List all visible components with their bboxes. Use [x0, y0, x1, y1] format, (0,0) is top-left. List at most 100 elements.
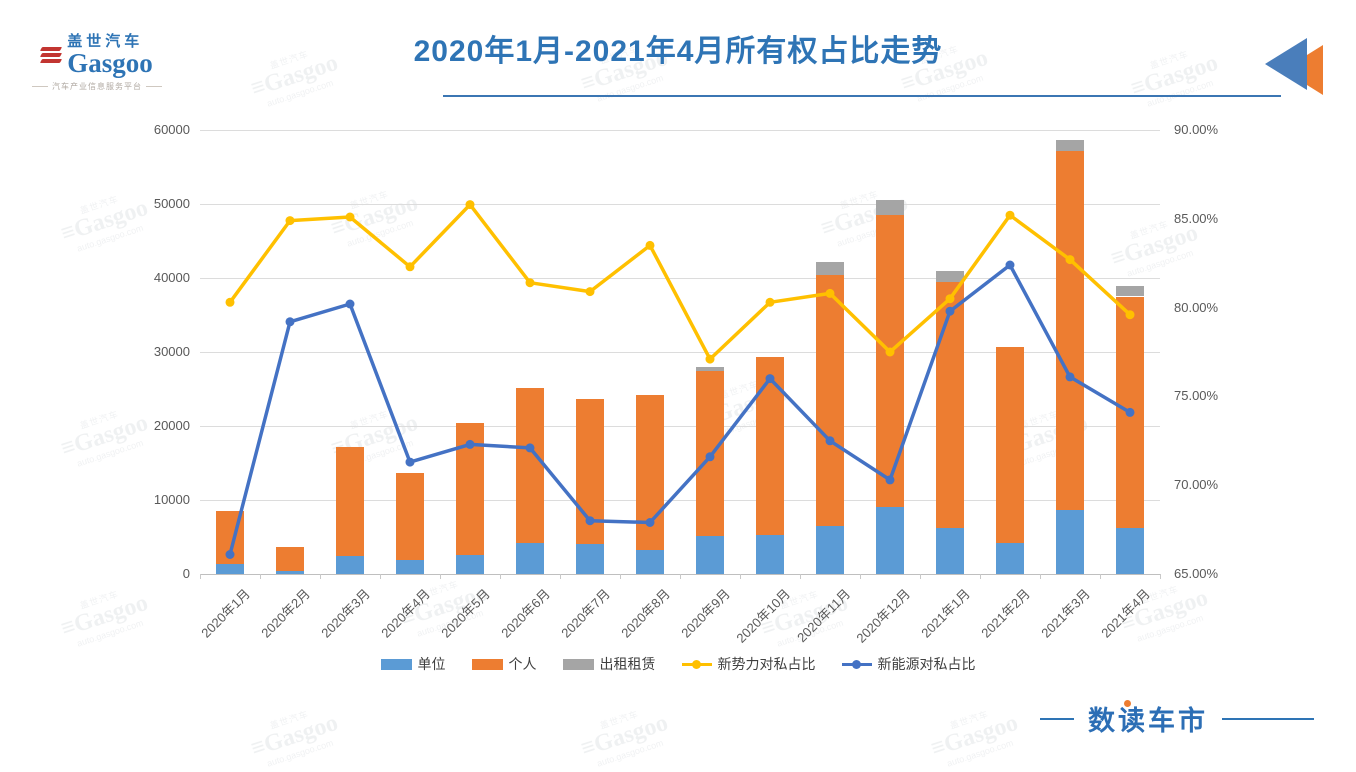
- legend-label: 新能源对私占比: [877, 656, 976, 672]
- legend-swatch-单位: [380, 658, 412, 670]
- legend-swatch-dot: [691, 659, 701, 669]
- x-axis-label: 2021年3月: [1038, 586, 1093, 641]
- marker-新势力对私占比-2020年1月: [225, 297, 235, 307]
- line-新势力对私占比: [228, 202, 1132, 361]
- footer-line-left: [1040, 717, 1074, 720]
- legend-item-出租租赁: 出租租赁: [562, 654, 656, 674]
- legend-item-新能源对私占比: 新能源对私占比: [841, 654, 976, 674]
- legend-swatch-新势力对私占比: [681, 659, 712, 670]
- x-axis-label: 2020年4月: [378, 586, 433, 641]
- marker-新势力对私占比-2021年2月: [1005, 210, 1015, 220]
- gasgoo-watermark: 盖世汽车 ≡Gasgoo auto.gasgoo.com: [577, 708, 672, 769]
- chart-plot-area: 0 10000 20000 30000 40000 50000 60000 65.00% 70.…: [154, 122, 1218, 646]
- y-axis-left-tick-label: 40000: [153, 270, 190, 285]
- footer-logo-text: 数读车市: [1088, 699, 1208, 738]
- page-title: 2020年1月-2021年4月所有权占比走势: [413, 35, 943, 68]
- x-axis-tick: [440, 574, 441, 579]
- bar-segment-个人-2020年11月: [816, 275, 844, 526]
- bar-segment-出租租赁-2021年3月: [1056, 140, 1084, 151]
- bar-segment-个人-2021年3月: [1056, 150, 1084, 511]
- y-axis-left-tick-label: 30000: [153, 344, 190, 359]
- y-axis-right-tick-label: 85.00%: [1174, 210, 1219, 226]
- marker-新势力对私占比-2021年1月: [945, 294, 955, 304]
- marker-新能源对私占比-2020年7月: [585, 516, 595, 526]
- y-axis-right-tick-label: 65.00%: [1174, 566, 1219, 581]
- marker-新能源对私占比-2021年2月: [1005, 260, 1015, 270]
- marker-新能源对私占比-2021年1月: [945, 306, 955, 316]
- bar-segment-单位-2020年12月: [876, 506, 904, 574]
- x-axis-tick: [860, 574, 861, 579]
- x-axis-label: 2020年8月: [618, 586, 673, 641]
- bar-segment-单位-2020年2月: [276, 571, 304, 574]
- x-axis-tick: [920, 574, 921, 579]
- bar-segment-出租租赁-2020年9月: [696, 367, 724, 372]
- bar-segment-个人-2020年3月: [336, 446, 364, 557]
- x-axis-tick: [980, 574, 981, 579]
- y-axis-left-tick-label: 50000: [153, 196, 190, 211]
- x-axis-tick: [380, 574, 381, 579]
- x-axis-label: 2020年6月: [498, 586, 553, 641]
- bar-segment-个人-2021年1月: [936, 281, 964, 529]
- x-axis-tick: [620, 574, 621, 579]
- bar-segment-单位-2020年10月: [756, 534, 784, 574]
- bar-segment-出租租赁-2021年4月: [1116, 286, 1144, 297]
- gasgoo-watermark: 盖世汽车 ≡Gasgoo auto.gasgoo.com: [927, 708, 1022, 769]
- bar-segment-单位-2020年9月: [696, 536, 724, 574]
- bar-segment-出租租赁-2020年11月: [816, 262, 844, 276]
- marker-新势力对私占比-2020年5月: [465, 200, 475, 210]
- line-series-layer: [225, 200, 1135, 559]
- logo-tagline: 汽车产业信息服务平台: [22, 81, 172, 92]
- x-axis-label: 2020年12月: [853, 586, 913, 646]
- corner-arrow-blue-icon: [1265, 38, 1307, 90]
- gasgoo-watermark: 盖世汽车 ≡Gasgoo auto.gasgoo.com: [247, 708, 342, 769]
- y-axis-left-tick-label: 0: [182, 566, 190, 581]
- x-axis-label: 2020年11月: [793, 586, 853, 646]
- y-axis-right-tick-label: 75.00%: [1174, 388, 1219, 404]
- logo-en-text: Gasgoo: [67, 47, 153, 78]
- gasgoo-stripes-icon: [40, 47, 63, 64]
- y-axis-left-tick-label: 10000: [153, 492, 190, 507]
- gridline: [200, 278, 1160, 279]
- bar-segment-个人-2020年2月: [276, 547, 304, 572]
- marker-新势力对私占比-2020年3月: [345, 212, 355, 222]
- marker-新势力对私占比-2020年4月: [405, 262, 415, 272]
- x-axis-tick: [200, 574, 201, 579]
- gasgoo-watermark: 盖世汽车 ≡Gasgoo auto.gasgoo.com: [57, 588, 152, 649]
- x-axis-label: 2020年3月: [318, 586, 373, 641]
- x-axis-tick: [740, 574, 741, 579]
- x-axis-tick: [500, 574, 501, 579]
- x-axis-label: 2020年10月: [733, 586, 793, 646]
- legend-swatch-出租租赁: [562, 658, 594, 670]
- shudu-cheshi-logo: 数读车市: [1040, 699, 1314, 738]
- legend-label: 单位: [417, 656, 446, 672]
- x-axis-label: 2020年7月: [558, 586, 613, 641]
- marker-新势力对私占比-2020年2月: [285, 216, 295, 226]
- bar-segment-个人-2020年4月: [396, 472, 424, 560]
- x-axis-tick: [1040, 574, 1041, 579]
- marker-新势力对私占比-2020年11月: [825, 288, 835, 298]
- marker-新能源对私占比-2020年6月: [525, 443, 535, 453]
- bar-segment-单位-2020年1月: [216, 564, 244, 574]
- x-axis-label: 2020年5月: [438, 586, 493, 641]
- marker-新能源对私占比-2021年4月: [1125, 407, 1135, 417]
- line-新能源对私占比: [228, 263, 1132, 557]
- legend-item-单位: 单位: [380, 654, 446, 674]
- bar-segment-单位-2020年6月: [516, 542, 544, 574]
- bar-segment-单位-2020年4月: [396, 559, 424, 574]
- x-axis-label: 2020年1月: [198, 586, 253, 641]
- bar-segment-单位-2020年8月: [636, 549, 664, 574]
- x-axis-label: 2020年9月: [678, 586, 733, 641]
- x-axis-label: 2021年1月: [918, 586, 973, 641]
- marker-新势力对私占比-2020年10月: [765, 297, 775, 307]
- legend-swatch-dot: [851, 659, 861, 669]
- x-axis-tick: [320, 574, 321, 579]
- marker-新势力对私占比-2020年7月: [585, 287, 595, 297]
- legend-item-个人: 个人: [471, 654, 537, 674]
- logo-cn-text: 盖世汽车: [67, 33, 144, 50]
- legend-label: 出租租赁: [599, 656, 656, 672]
- y-axis-right-tick-label: 70.00%: [1174, 477, 1219, 493]
- y-axis-right-tick-label: 90.00%: [1174, 122, 1219, 137]
- footer-line-right: [1222, 717, 1314, 720]
- marker-新势力对私占比-2020年12月: [885, 347, 895, 357]
- bar-segment-单位-2020年5月: [456, 554, 484, 574]
